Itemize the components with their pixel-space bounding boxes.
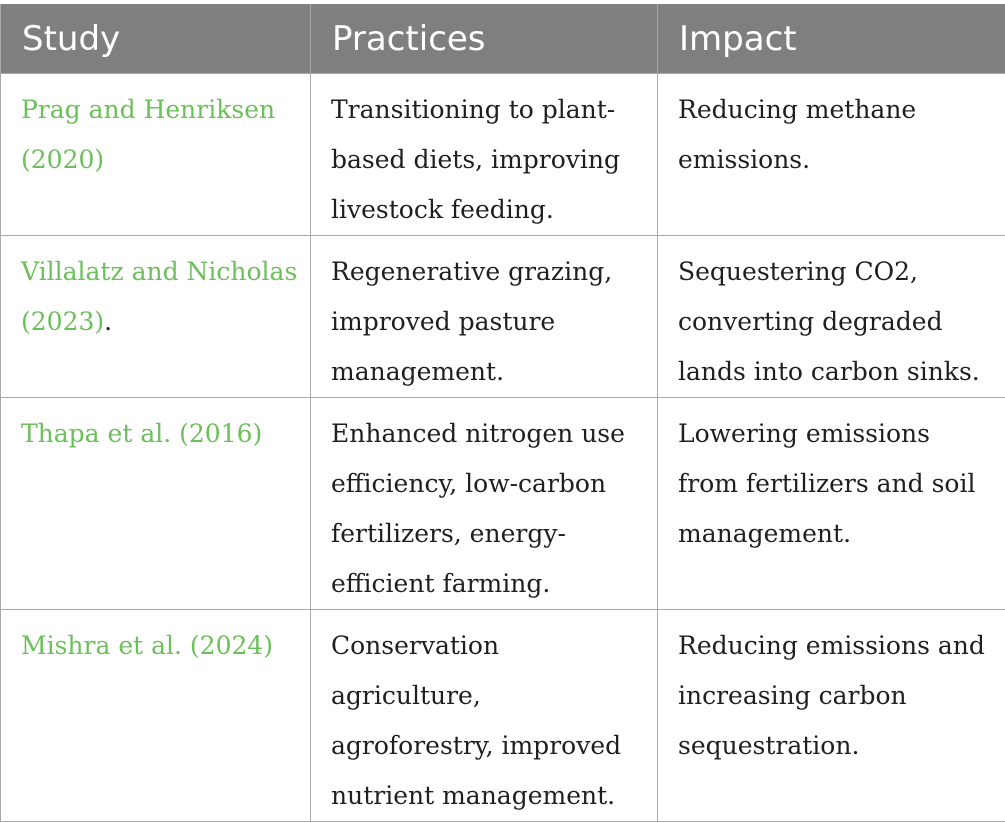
studies-table: Study Practices Impact Prag and Henrikse… xyxy=(0,4,1005,822)
table-row: Prag and Henriksen (2020) Transitioning … xyxy=(1,74,1005,236)
header-impact: Impact xyxy=(658,4,1005,74)
practices-cell: Conservation agriculture, agroforestry, … xyxy=(311,610,658,822)
impact-cell: Sequestering CO2, converting degraded la… xyxy=(658,236,1005,398)
table-row: Thapa et al. (2016) Enhanced nitrogen us… xyxy=(1,398,1005,610)
study-suffix: . xyxy=(104,307,112,336)
header-row: Study Practices Impact xyxy=(1,4,1005,74)
study-cell: Prag and Henriksen (2020) xyxy=(1,74,311,236)
study-citation-link[interactable]: Thapa et al. (2016) xyxy=(21,419,262,448)
study-cell: Thapa et al. (2016) xyxy=(1,398,311,610)
table-row: Mishra et al. (2024) Conservation agricu… xyxy=(1,610,1005,822)
table-row: Villalatz and Nicholas (2023). Regenerat… xyxy=(1,236,1005,398)
study-citation-link[interactable]: Prag and Henriksen (2020) xyxy=(21,95,275,174)
study-citation-link[interactable]: Mishra et al. (2024) xyxy=(21,631,273,660)
impact-cell: Reducing methane emissions. xyxy=(658,74,1005,236)
practices-cell: Transitioning to plant-based diets, impr… xyxy=(311,74,658,236)
header-study: Study xyxy=(1,4,311,74)
header-practices: Practices xyxy=(311,4,658,74)
impact-cell: Lowering emissions from fertilizers and … xyxy=(658,398,1005,610)
practices-cell: Enhanced nitrogen use efficiency, low-ca… xyxy=(311,398,658,610)
study-cell: Villalatz and Nicholas (2023). xyxy=(1,236,311,398)
impact-cell: Reducing emissions and increasing carbon… xyxy=(658,610,1005,822)
study-cell: Mishra et al. (2024) xyxy=(1,610,311,822)
practices-cell: Regenerative grazing, improved pasture m… xyxy=(311,236,658,398)
study-citation-link[interactable]: Villalatz and Nicholas (2023) xyxy=(21,257,297,336)
